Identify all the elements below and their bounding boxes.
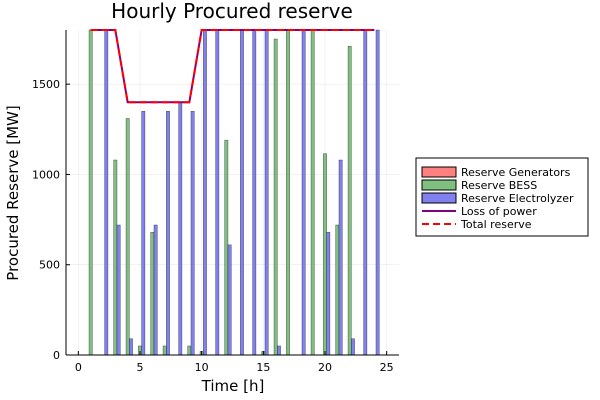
- legend-reserve-electrolyzer-swatch: [421, 192, 457, 204]
- x-tick-label: 15: [256, 361, 270, 374]
- bar-reserve-bess: [125, 118, 130, 356]
- bar-reserve-electrolyzer: [190, 111, 195, 356]
- bar-reserve-electrolyzer: [104, 29, 109, 356]
- bar-reserve-electrolyzer: [351, 338, 355, 356]
- x-tick-label: 25: [380, 361, 394, 374]
- bar-reserve-bess: [88, 29, 93, 356]
- bar-reserve-bess: [323, 153, 327, 356]
- bar-reserve-electrolyzer: [326, 231, 331, 356]
- x-tick-label: 0: [75, 361, 82, 374]
- bar-reserve-electrolyzer: [203, 29, 207, 356]
- x-tick-label: 10: [195, 361, 209, 374]
- bar-reserve-bess: [310, 29, 315, 356]
- legend-reserve-generators-label: Reserve Generators: [461, 166, 571, 179]
- legend-reserve-bess-swatch: [421, 179, 457, 191]
- bar-reserve-electrolyzer: [116, 224, 121, 356]
- y-tick-label: 500: [39, 259, 60, 272]
- bar-reserve-bess: [286, 29, 290, 356]
- bar-reserve-electrolyzer: [129, 338, 133, 356]
- line-layer: [90, 29, 375, 104]
- bar-reserve-bess: [113, 159, 118, 356]
- y-tick-label: 1500: [32, 78, 60, 91]
- bar-reserve-electrolyzer: [178, 101, 183, 356]
- bar-reserve-electrolyzer: [240, 29, 244, 356]
- tick-labels: 0 5 10 15 20 25 0 500 1000 1500: [32, 78, 394, 374]
- axes: [65, 30, 399, 356]
- chart-title: Hourly Procured reserve: [111, 0, 353, 23]
- bar-reserve-electrolyzer: [227, 244, 232, 356]
- y-tick-label: 1000: [32, 168, 60, 181]
- line-loss-of-power: [90, 29, 375, 104]
- bar-reserve-electrolyzer: [153, 224, 158, 356]
- x-tick-label: 5: [137, 361, 144, 374]
- y-axis-label: Procured Reserve [MW]: [4, 105, 22, 280]
- bar-reserve-bess: [347, 46, 352, 356]
- bar-layer: [88, 29, 380, 356]
- bar-reserve-electrolyzer: [264, 29, 269, 356]
- bar-reserve-bess: [162, 345, 167, 356]
- bar-reserve-bess: [150, 231, 155, 356]
- bar-reserve-electrolyzer: [375, 29, 380, 356]
- legend-reserve-generators-swatch: [421, 166, 457, 178]
- legend-reserve-bess-label: Reserve BESS: [461, 179, 537, 192]
- y-tick-label: 0: [53, 349, 60, 362]
- bar-reserve-bess: [224, 139, 229, 356]
- bar-reserve-electrolyzer: [363, 29, 368, 356]
- bar-reserve-bess: [335, 224, 340, 356]
- legend-reserve-electrolyzer-label: Reserve Electrolyzer: [461, 192, 574, 205]
- bar-reserve-electrolyzer: [215, 29, 220, 356]
- bar-reserve-bess: [273, 38, 278, 356]
- x-tick-label: 20: [318, 361, 332, 374]
- bar-reserve-electrolyzer: [277, 345, 281, 356]
- line-total-reserve: [90, 29, 375, 104]
- bar-reserve-electrolyzer: [252, 29, 257, 356]
- bar-reserve-electrolyzer: [166, 111, 170, 356]
- bar-reserve-bess: [187, 345, 192, 356]
- legend-total-reserve-label: Total reserve: [460, 218, 532, 231]
- bar-reserve-electrolyzer: [338, 159, 343, 356]
- legend-loss-of-power-label: Loss of power: [461, 205, 537, 218]
- bar-reserve-electrolyzer: [141, 111, 146, 356]
- x-axis-label: Time [h]: [201, 377, 265, 395]
- bar-reserve-electrolyzer: [301, 29, 306, 356]
